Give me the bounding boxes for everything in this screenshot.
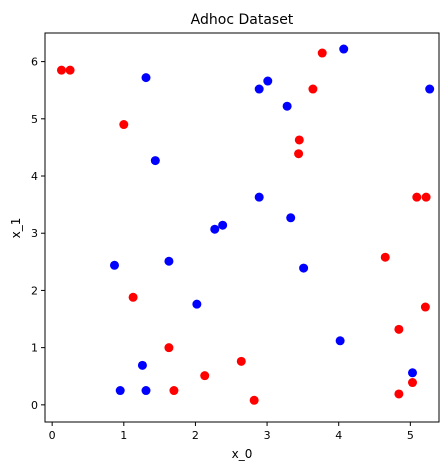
scatter-point xyxy=(286,213,296,223)
scatter-point xyxy=(339,44,349,54)
y-tick-label: 5 xyxy=(31,113,38,126)
scatter-point xyxy=(192,299,202,309)
y-axis: 0 1 2 3 4 5 6 xyxy=(31,56,45,412)
x-tick-label: 2 xyxy=(192,429,199,442)
y-axis-label: x_1 xyxy=(9,218,23,239)
scatter-point xyxy=(335,336,345,346)
x-tick-label: 4 xyxy=(335,429,342,442)
x-tick-label: 1 xyxy=(120,429,127,442)
scatter-point xyxy=(394,389,404,399)
scatter-point xyxy=(128,292,138,302)
data-points xyxy=(56,44,435,405)
scatter-point xyxy=(164,256,174,266)
scatter-point xyxy=(294,135,304,145)
scatter-point xyxy=(394,324,404,334)
scatter-point xyxy=(254,192,264,202)
scatter-point xyxy=(407,378,417,388)
scatter-point xyxy=(137,360,147,370)
y-tick-label: 6 xyxy=(31,56,38,69)
scatter-point xyxy=(421,192,431,202)
x-tick-label: 0 xyxy=(49,429,56,442)
scatter-point xyxy=(200,371,210,381)
scatter-point xyxy=(294,149,304,159)
y-tick-label: 3 xyxy=(31,227,38,240)
scatter-point xyxy=(218,220,228,230)
y-tick-label: 4 xyxy=(31,170,38,183)
x-axis: 0 1 2 3 4 5 xyxy=(49,422,414,442)
scatter-point xyxy=(263,76,273,86)
chart-title: Adhoc Dataset xyxy=(191,12,294,28)
x-tick-label: 5 xyxy=(407,429,414,442)
scatter-point xyxy=(412,192,422,202)
scatter-point xyxy=(380,252,390,262)
scatter-point xyxy=(210,224,220,234)
scatter-point xyxy=(141,73,151,83)
scatter-point xyxy=(282,101,292,111)
scatter-point xyxy=(317,48,327,58)
y-tick-label: 2 xyxy=(31,284,38,297)
scatter-point xyxy=(254,84,264,94)
scatter-point xyxy=(425,84,435,94)
scatter-point xyxy=(407,368,417,378)
scatter-point xyxy=(65,65,75,75)
scatter-point xyxy=(169,386,179,396)
scatter-point xyxy=(308,84,318,94)
scatter-point xyxy=(109,260,119,270)
scatter-point xyxy=(420,302,430,312)
y-tick-label: 1 xyxy=(31,342,38,355)
scatter-point xyxy=(56,65,66,75)
scatter-point xyxy=(164,343,174,353)
y-tick-label: 0 xyxy=(31,399,38,412)
scatter-point xyxy=(115,386,125,396)
scatter-point xyxy=(119,120,129,130)
plot-area xyxy=(44,32,440,423)
scatter-point xyxy=(249,395,259,405)
x-tick-label: 3 xyxy=(264,429,271,442)
scatter-point xyxy=(150,156,160,166)
x-axis-label: x_0 xyxy=(232,447,253,461)
scatter-point xyxy=(141,386,151,396)
scatter-point xyxy=(299,263,309,273)
scatter-point xyxy=(236,356,246,366)
